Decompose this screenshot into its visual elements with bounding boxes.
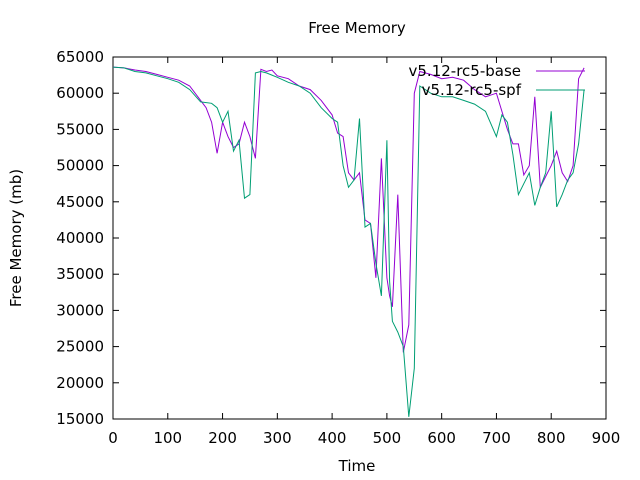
series-line-1 xyxy=(112,66,585,417)
y-tick-label: 35000 xyxy=(56,265,104,283)
series-lines xyxy=(112,66,585,417)
plot-frame xyxy=(112,56,607,420)
y-tick-label: 25000 xyxy=(56,338,104,356)
y-tick-label: 60000 xyxy=(56,84,104,102)
x-axis: 0 100 200 300 400 500 600 700 800 900 xyxy=(108,57,620,447)
chart-title: Free Memory xyxy=(308,19,406,37)
series-line-0 xyxy=(112,66,585,353)
y-tick-label: 20000 xyxy=(56,374,104,392)
y-tick-label: 40000 xyxy=(56,229,104,247)
x-tick-label: 100 xyxy=(153,429,182,447)
y-tick-label: 50000 xyxy=(56,157,104,175)
x-tick-label: 300 xyxy=(263,429,292,447)
x-tick-label: 700 xyxy=(482,429,511,447)
y-axis-label: Free Memory (mb) xyxy=(7,169,25,307)
y-tick-label: 55000 xyxy=(56,120,104,138)
x-tick-label: 400 xyxy=(318,429,347,447)
y-tick-label: 45000 xyxy=(56,193,104,211)
x-tick-label: 800 xyxy=(537,429,566,447)
legend-label-0: v5.12-rc5-base xyxy=(409,62,522,80)
y-tick-label: 65000 xyxy=(56,48,104,66)
x-axis-label: Time xyxy=(338,457,376,475)
x-tick-label: 600 xyxy=(427,429,456,447)
x-tick-label: 0 xyxy=(108,429,118,447)
y-tick-label: 15000 xyxy=(56,410,104,428)
x-tick-label: 200 xyxy=(208,429,237,447)
x-tick-label: 900 xyxy=(592,429,621,447)
legend-label-1: v5.12-rc5-spf xyxy=(422,81,522,99)
y-axis: 15000 20000 25000 30000 35000 40000 45000 50000… xyxy=(56,48,606,428)
x-tick-label: 500 xyxy=(373,429,402,447)
plot-border xyxy=(112,56,607,420)
y-tick-label: 30000 xyxy=(56,301,104,319)
